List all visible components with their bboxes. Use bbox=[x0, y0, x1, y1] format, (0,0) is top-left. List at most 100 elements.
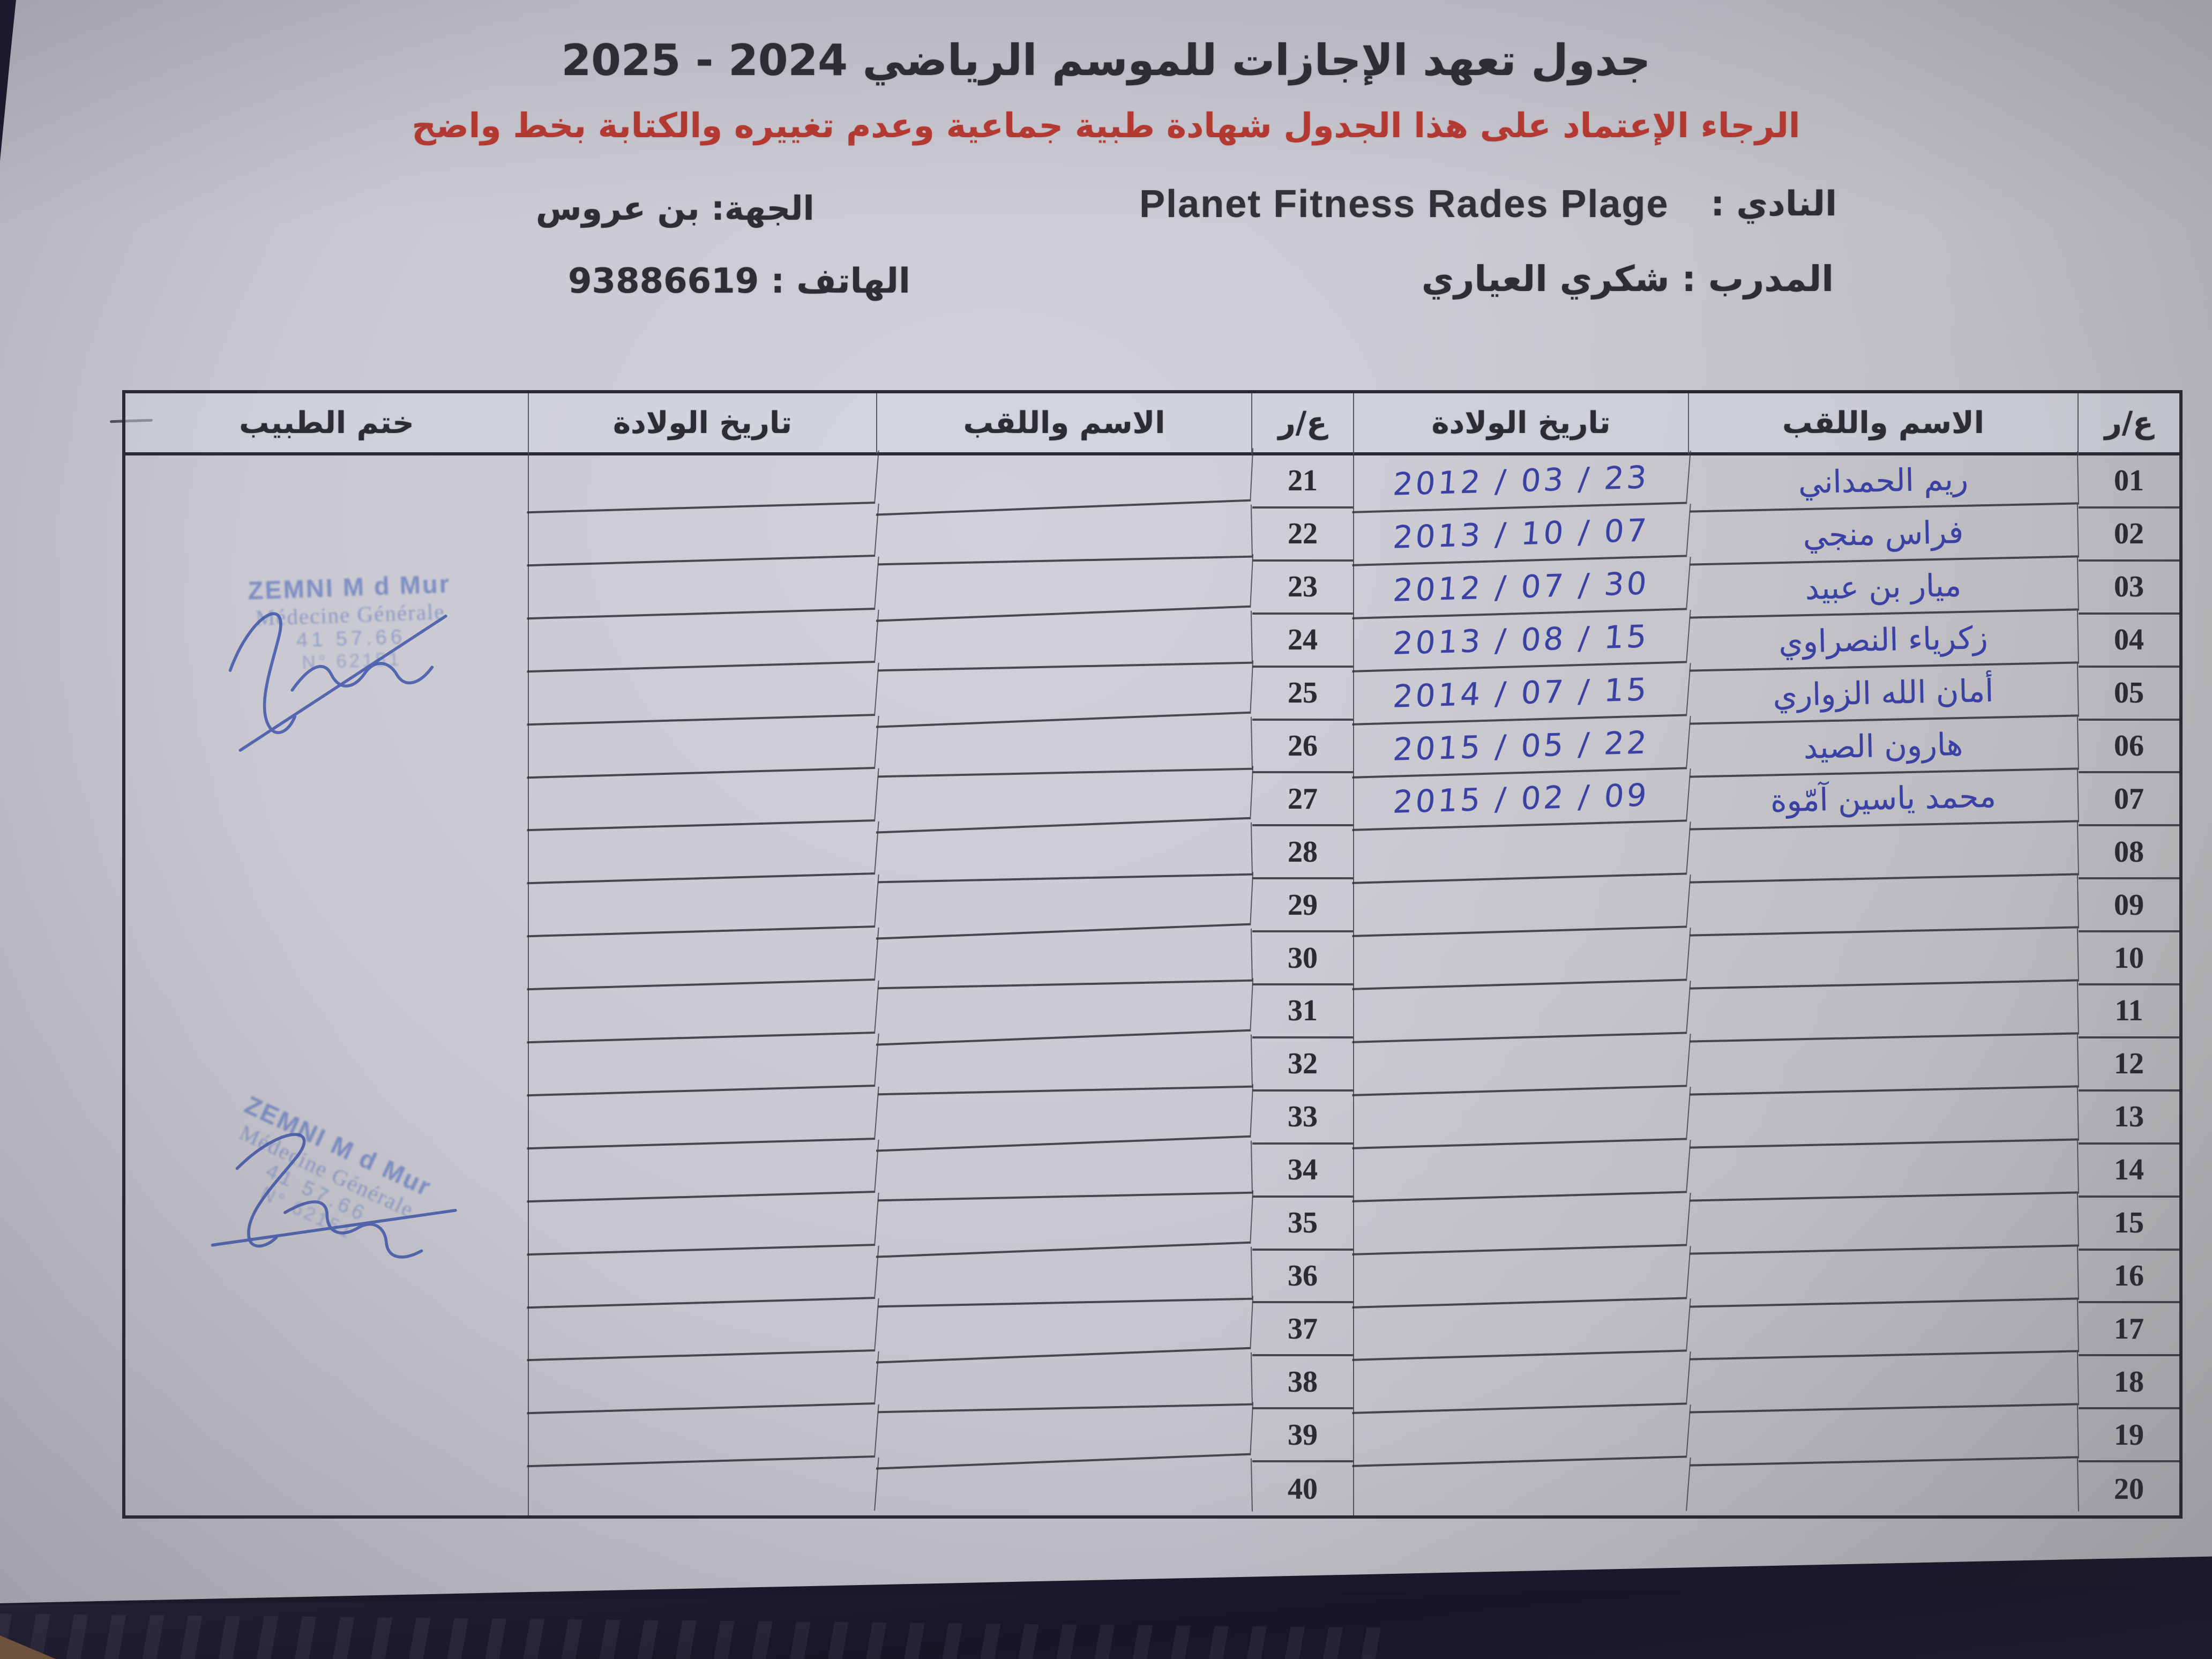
dob-cell-left bbox=[527, 1192, 879, 1256]
dob-cell-right: 2012 / 03 / 23 bbox=[1352, 451, 1691, 513]
row-number-left: 30 bbox=[1252, 932, 1354, 985]
row-number-right: 06 bbox=[2079, 721, 2179, 774]
row-number-right: 16 bbox=[2079, 1251, 2179, 1304]
doctor-signature-top bbox=[228, 612, 447, 752]
dob-cell-right bbox=[1352, 1404, 1691, 1467]
name-cell-right bbox=[1688, 1087, 2079, 1149]
header-name-right: الاسم واللقب bbox=[1689, 393, 2079, 455]
stamp-name-text: ZEMNI M d Mur bbox=[241, 1090, 437, 1202]
dob-cell-left bbox=[527, 1298, 879, 1362]
row-number-right: 09 bbox=[2079, 879, 2179, 933]
row-number-left: 40 bbox=[1252, 1462, 1354, 1515]
row-number-left: 29 bbox=[1252, 879, 1354, 933]
dob-cell-left bbox=[527, 609, 879, 672]
club-label: النادي : bbox=[1710, 184, 1837, 224]
dob-cell-left bbox=[527, 503, 879, 566]
coach-label: المدرب : bbox=[1682, 258, 1834, 300]
dob-cell-right bbox=[1352, 875, 1691, 937]
row-number-left: 26 bbox=[1252, 720, 1354, 774]
row-number-right: 20 bbox=[2114, 1472, 2144, 1506]
header-num-left: ع/ر bbox=[1252, 393, 1354, 455]
dob-cell-right bbox=[1352, 1034, 1691, 1096]
dob-cell-left bbox=[527, 874, 879, 938]
row-number-right: 01 bbox=[2079, 455, 2179, 509]
dob-cell-right bbox=[1352, 1298, 1691, 1362]
row-number-left: 35 bbox=[1252, 1197, 1354, 1251]
name-cell-right: ميار بن عبيد bbox=[1688, 557, 2079, 619]
name-cell-right: ريم الحمداني bbox=[1688, 451, 2079, 513]
dob-cell-right: 2015 / 02 / 09 bbox=[1352, 768, 1691, 832]
dob-cell-right bbox=[1352, 1245, 1691, 1309]
club-line: النادي : Planet Fitness Rades Plage bbox=[1139, 182, 1837, 226]
dob-cell-left bbox=[527, 768, 879, 832]
header-doctor-stamp: ختم الطبيب bbox=[125, 393, 529, 455]
dob-cell-right bbox=[1352, 981, 1691, 1043]
name-cell-right: هارون الصيد bbox=[1688, 716, 2079, 778]
row-number-left: 38 bbox=[1252, 1356, 1354, 1410]
name-cell-right bbox=[1688, 1405, 2079, 1467]
name-cell-right: زكرياء النصراوي bbox=[1688, 610, 2079, 672]
name-cell-right bbox=[1688, 1299, 2079, 1361]
license-table: ختم الطبيب تاريخ الولادة الاسم واللقب ع/… bbox=[122, 390, 2183, 1521]
header-dob-right: تاريخ الولادة bbox=[1354, 393, 1689, 455]
stamp-phone-text: 41 57.66 bbox=[296, 625, 406, 652]
region-value: بن عروس bbox=[536, 189, 700, 228]
dob-cell-left bbox=[527, 1086, 879, 1149]
dob-cell-right: 2014 / 07 / 15 bbox=[1352, 662, 1691, 726]
doctor-stamp-top: ZEMNI M d Mur Médecine Générale 41 57.66… bbox=[204, 567, 497, 677]
dob-cell-right bbox=[1352, 1139, 1691, 1202]
club-name: Planet Fitness Rades Plage bbox=[1139, 183, 1669, 226]
dob-cell-right bbox=[1352, 1192, 1691, 1256]
dob-cell-left bbox=[527, 556, 879, 619]
header-dob-left: تاريخ الولادة bbox=[529, 393, 877, 455]
row-number-right: 04 bbox=[2079, 615, 2179, 668]
dob-cell-left bbox=[527, 927, 879, 991]
dob-cell-right bbox=[1352, 1351, 1691, 1415]
dob-cell-left bbox=[527, 1245, 879, 1309]
dob-cell-right bbox=[1352, 1458, 1691, 1520]
name-cell-right: أمان الله الزواري bbox=[1688, 663, 2079, 725]
region-line: الجهة: بن عروس bbox=[536, 189, 814, 228]
name-cell-right bbox=[1688, 928, 2079, 990]
row-number-right: 13 bbox=[2079, 1092, 2179, 1145]
paper-sheet: جدول تعهد الإجازات للموسم الرياضي 2024 -… bbox=[0, 0, 2212, 1603]
name-cell-right bbox=[1688, 1193, 2079, 1255]
row-number-right: 19 bbox=[2079, 1409, 2179, 1463]
header-num-right: ع/ر bbox=[2079, 393, 2179, 455]
row-number-right: 02 bbox=[2079, 509, 2179, 562]
row-number-left: 28 bbox=[1252, 826, 1354, 880]
dob-cell-right bbox=[1352, 928, 1691, 990]
document-notice: الرجاء الإعتماد على هذا الجدول شهادة طبي… bbox=[412, 106, 1800, 145]
dob-cell-right bbox=[1352, 1086, 1691, 1149]
name-cell-right bbox=[1688, 981, 2079, 1043]
name-cell-right bbox=[1688, 875, 2079, 937]
name-cell-left bbox=[877, 1458, 1253, 1520]
dob-cell-right: 2013 / 08 / 15 bbox=[1352, 609, 1691, 672]
stamp-number-text: N° 62151 bbox=[301, 648, 402, 674]
row-number-left: 27 bbox=[1252, 773, 1354, 827]
stamp-phone-text: 41 57.66 bbox=[262, 1159, 371, 1227]
row-number-left: 23 bbox=[1252, 561, 1354, 615]
row-number-left: 24 bbox=[1252, 614, 1354, 668]
row-number-left: 36 bbox=[1252, 1250, 1354, 1304]
row-number-right: 05 bbox=[2079, 668, 2179, 721]
row-number-right: 03 bbox=[2079, 562, 2179, 615]
row-number-left: 25 bbox=[1252, 667, 1354, 721]
dob-cell-right: 2013 / 10 / 07 bbox=[1352, 504, 1691, 566]
dob-cell-left bbox=[527, 821, 879, 885]
row-number-right: 11 bbox=[2079, 985, 2179, 1038]
name-cell-right bbox=[1688, 1246, 2079, 1307]
row-number-right: 18 bbox=[2079, 1356, 2179, 1410]
name-cell-right bbox=[1688, 1352, 2079, 1414]
row-number-left: 32 bbox=[1252, 1038, 1354, 1092]
phone-value: 93886619 bbox=[568, 261, 759, 301]
row-number-right: 07 bbox=[2079, 773, 2179, 827]
doctor-signature-bottom bbox=[211, 1133, 457, 1259]
phone-label: الهاتف : bbox=[771, 261, 910, 301]
stamp-name-text: ZEMNI M d Mur bbox=[247, 569, 451, 605]
row-number-right: 08 bbox=[2079, 826, 2179, 880]
row-number-left: 21 bbox=[1252, 455, 1354, 509]
row-number-left: 37 bbox=[1252, 1303, 1354, 1357]
coach-name: شكري العياري bbox=[1421, 258, 1670, 300]
row-number-right: 12 bbox=[2079, 1038, 2179, 1092]
